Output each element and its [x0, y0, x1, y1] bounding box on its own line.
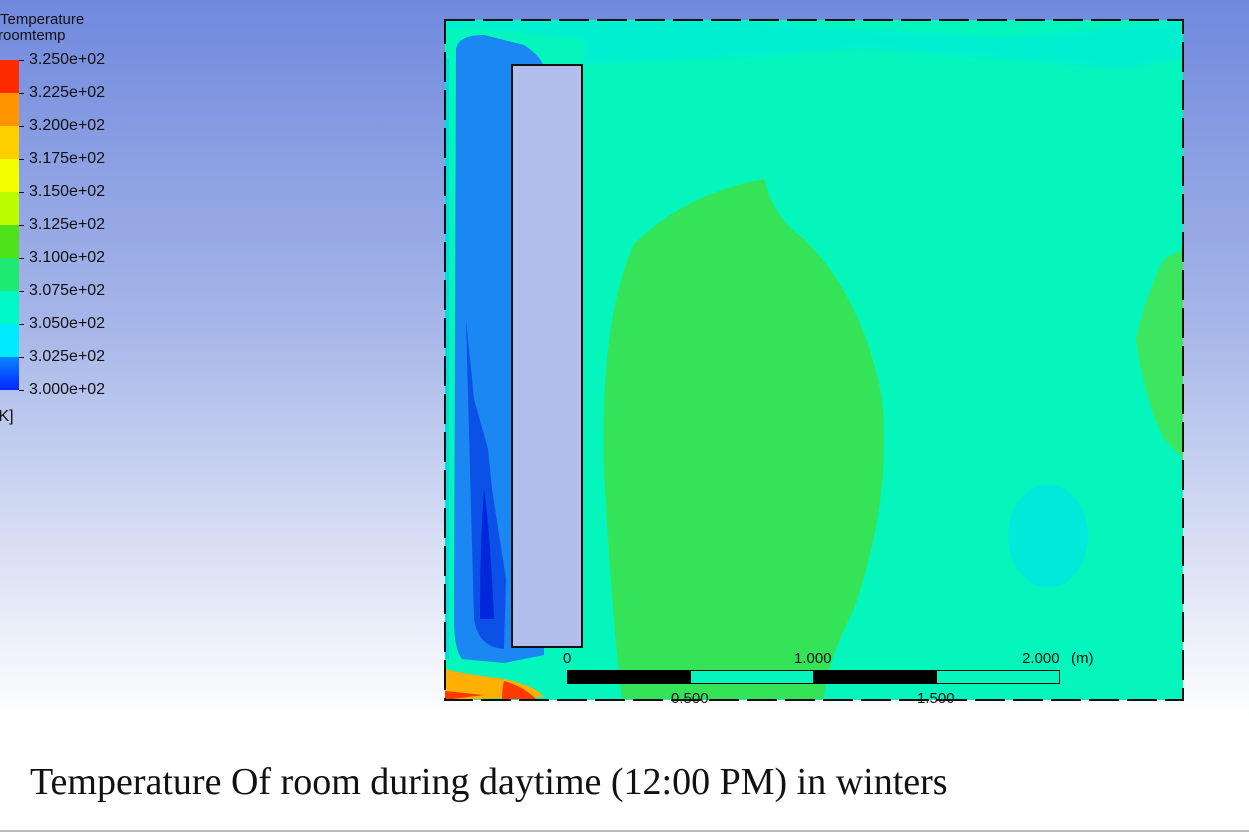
color-bar-tick	[19, 192, 24, 193]
contour-viewport: Temperature roomtemp 3.250e+02 3.225e+02 3…	[0, 0, 1249, 722]
scale-bar	[567, 670, 1061, 686]
color-bar-tick-label: 3.125e+02	[29, 216, 106, 233]
cyan-region-top	[445, 20, 1183, 69]
color-bar-tick	[19, 258, 24, 259]
heater-panel	[511, 64, 583, 648]
color-bar-tick-label: 3.175e+02	[29, 150, 106, 167]
cyan-pocket	[1008, 484, 1088, 588]
warm-zone-center	[603, 179, 885, 699]
legend-unit: [K]	[0, 408, 14, 425]
color-bar-tick	[19, 60, 24, 61]
color-swatch	[0, 159, 19, 192]
color-bar-tick	[19, 159, 24, 160]
color-bar-tick-label: 3.250e+02	[29, 51, 106, 68]
scale-segment-4	[936, 670, 1060, 684]
color-swatch	[0, 357, 19, 390]
color-bar-tick	[19, 93, 24, 94]
color-bar-tick-label: 3.025e+02	[29, 348, 106, 365]
color-swatch	[0, 192, 19, 225]
color-swatch	[0, 258, 19, 291]
scale-segment-1	[567, 670, 691, 684]
legend-field-name: roomtemp	[0, 27, 66, 44]
scale-segment-3	[813, 670, 937, 684]
left-wall-strip	[445, 59, 449, 659]
color-swatch	[0, 225, 19, 258]
cold-air-core	[466, 319, 506, 649]
cold-air-streak	[480, 489, 494, 619]
scale-label-0: 0	[563, 650, 572, 667]
color-bar-tick	[19, 225, 24, 226]
scale-segment-2	[690, 670, 814, 684]
hot-spot-edge	[445, 691, 484, 700]
bottom-divider	[0, 830, 1249, 832]
color-bar-tick-label: 3.200e+02	[29, 117, 106, 134]
hot-spot-core	[502, 681, 536, 699]
color-swatch	[0, 324, 19, 357]
scale-label-15: 1.500	[917, 690, 955, 707]
color-bar-tick	[19, 291, 24, 292]
color-bar-tick-label: 3.050e+02	[29, 315, 106, 332]
color-bar-tick-label: 3.225e+02	[29, 84, 106, 101]
scale-label-1: 1.000	[794, 650, 832, 667]
color-bar-tick	[19, 126, 24, 127]
color-bar-tick	[19, 357, 24, 358]
color-bar-tick-label: 3.075e+02	[29, 282, 106, 299]
warm-zone-right-wall	[1136, 249, 1183, 459]
color-swatch	[0, 93, 19, 126]
color-swatch	[0, 291, 19, 324]
color-bar	[0, 60, 19, 390]
temperature-contour-plot	[444, 19, 1184, 701]
scale-label-2: 2.000	[1022, 650, 1060, 667]
color-bar-tick	[19, 324, 24, 325]
color-bar-tick	[19, 390, 24, 391]
color-swatch	[0, 126, 19, 159]
legend-title: Temperature roomtemp	[0, 12, 84, 44]
color-swatch	[0, 60, 19, 93]
scale-label-05: 0.500	[671, 690, 709, 707]
figure-caption: Temperature Of room during daytime (12:0…	[30, 761, 948, 803]
legend-variable-name: Temperature	[0, 11, 85, 28]
color-bar-tick-label: 3.000e+02	[29, 381, 106, 398]
color-bar-tick-label: 3.150e+02	[29, 183, 106, 200]
scale-unit: (m)	[1071, 650, 1094, 667]
color-bar-tick-label: 3.100e+02	[29, 249, 106, 266]
domain-boundary	[444, 19, 1184, 701]
